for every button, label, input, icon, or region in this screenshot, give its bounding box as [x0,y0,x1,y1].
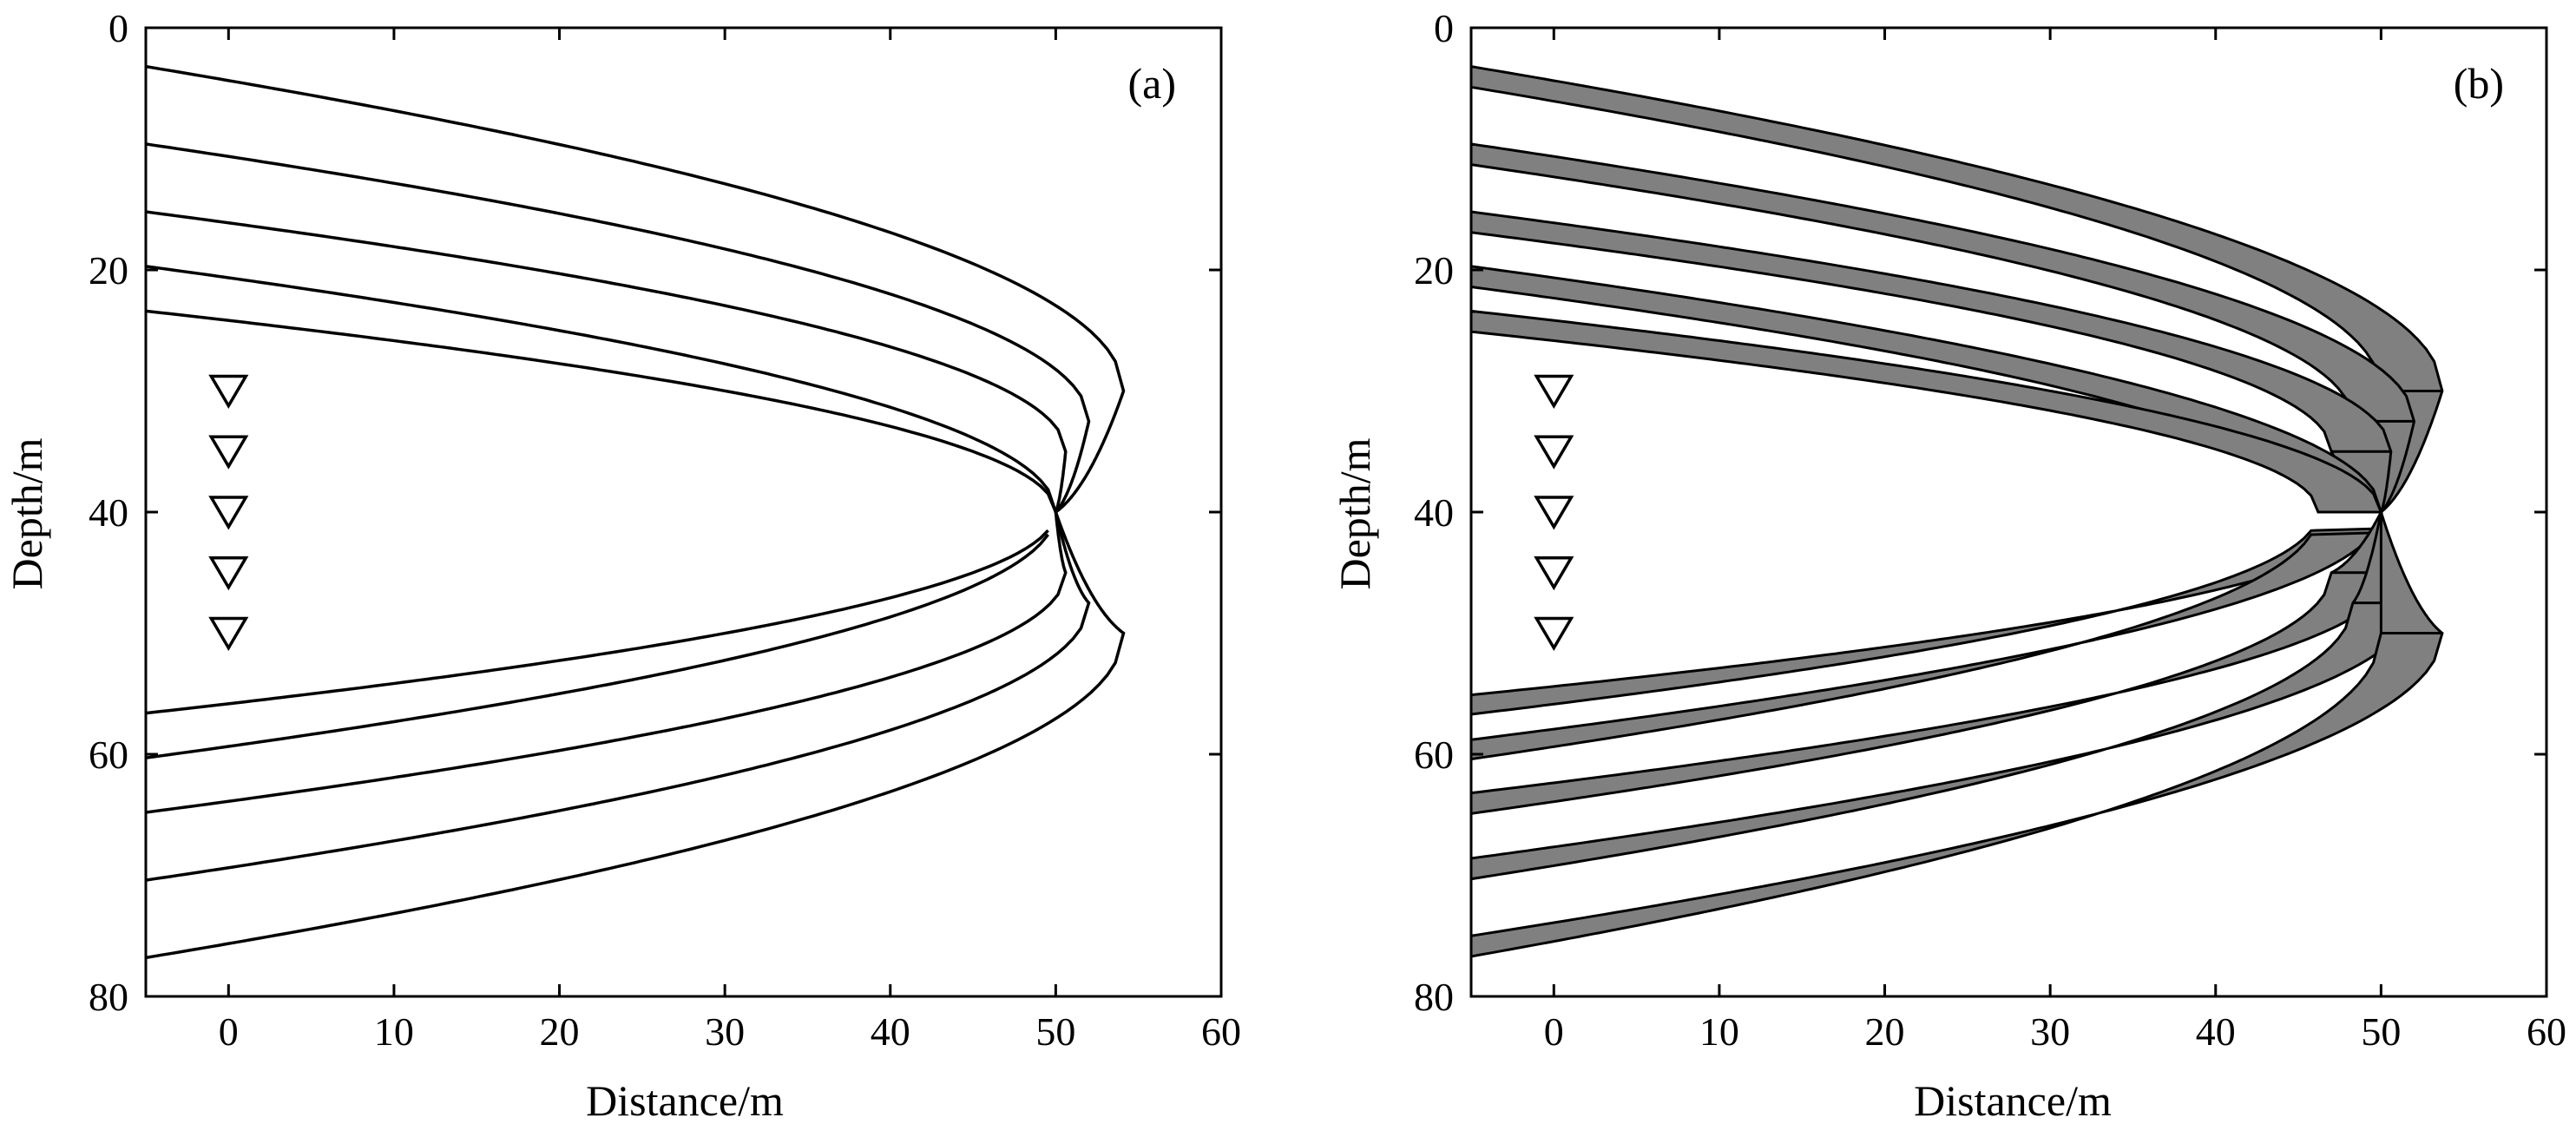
lower-curve-1 [146,533,1049,759]
lower-curve-2 [146,511,1068,814]
x-tick-label-0: 0 [1544,1009,1564,1054]
upper-curve-1 [146,142,1091,514]
y-tick-label-4: 80 [1414,975,1454,1019]
upper-curve-0 [146,64,1126,514]
receiver-marker-0 [208,374,249,409]
y-tick-label-2: 40 [89,490,128,535]
receiver-marker-2 [1534,496,1574,530]
lower-curve-4 [146,511,1126,960]
x-tick-label-5: 50 [2361,1009,2401,1054]
y-tick-label-3: 60 [1414,733,1454,777]
x-tick-label-3: 30 [2030,1009,2070,1054]
x-axis-label-a: Distance/m [586,1076,784,1125]
lower-band-1 [1471,531,2376,761]
plot-area [146,64,1126,960]
x-tick-label-0: 0 [219,1009,239,1054]
x-tick-label-3: 30 [705,1009,745,1054]
receiver-marker-1 [1534,435,1574,470]
lower-band-4 [1471,511,2444,958]
y-axis-label-a: Depth/m [3,437,51,589]
x-tick-label-2: 20 [1865,1009,1905,1054]
lower-band-0 [1471,527,2377,716]
x-tick-label-2: 20 [540,1009,580,1054]
receiver-marker-4 [1534,616,1574,651]
upper-curve-3 [146,265,1058,513]
x-tick-label-4: 40 [2196,1009,2236,1054]
receiver-marker-1 [208,435,249,470]
y-tick-label-0: 0 [108,6,128,50]
receiver-marker-4 [208,616,249,651]
lower-band-2 [1471,507,2393,815]
y-axis-label-b: Depth/m [1331,437,1379,589]
y-tick-label-1: 20 [1414,248,1454,292]
x-tick-label-5: 50 [1035,1009,1075,1054]
upper-curve-4 [146,309,1058,513]
panel-b: (b) Distance/m Depth/m 0 10 20 30 40 50 60 0 20 4… [1331,6,2566,1125]
lower-curve-0 [146,529,1049,715]
x-tick-label-6: 60 [2527,1009,2566,1054]
receiver-marker-3 [1534,556,1574,591]
receiver-marker-2 [208,496,249,530]
plot-area [1471,65,2444,958]
upper-curve-2 [146,210,1068,513]
x-axis-label-b: Distance/m [1914,1076,2112,1125]
x-tick-label-1: 10 [374,1009,414,1054]
receiver-marker-0 [1534,374,1574,409]
x-tick-label-6: 60 [1201,1009,1241,1054]
panel-label-b: (b) [2454,59,2504,108]
lower-curve-3 [146,511,1091,882]
y-tick-label-2: 40 [1414,490,1454,535]
x-tick-label-4: 40 [871,1009,910,1054]
y-tick-label-1: 20 [89,248,128,292]
receiver-marker-3 [208,556,249,591]
y-tick-label-3: 60 [89,733,128,777]
panel-a: (a) Distance/m Depth/m 0 10 20 30 40 50 60 0 20 4… [3,6,1241,1125]
y-tick-label-0: 0 [1434,6,1454,50]
x-tick-label-1: 10 [1699,1009,1739,1054]
panel-label-a: (a) [1128,59,1177,108]
y-tick-label-4: 80 [89,975,128,1019]
